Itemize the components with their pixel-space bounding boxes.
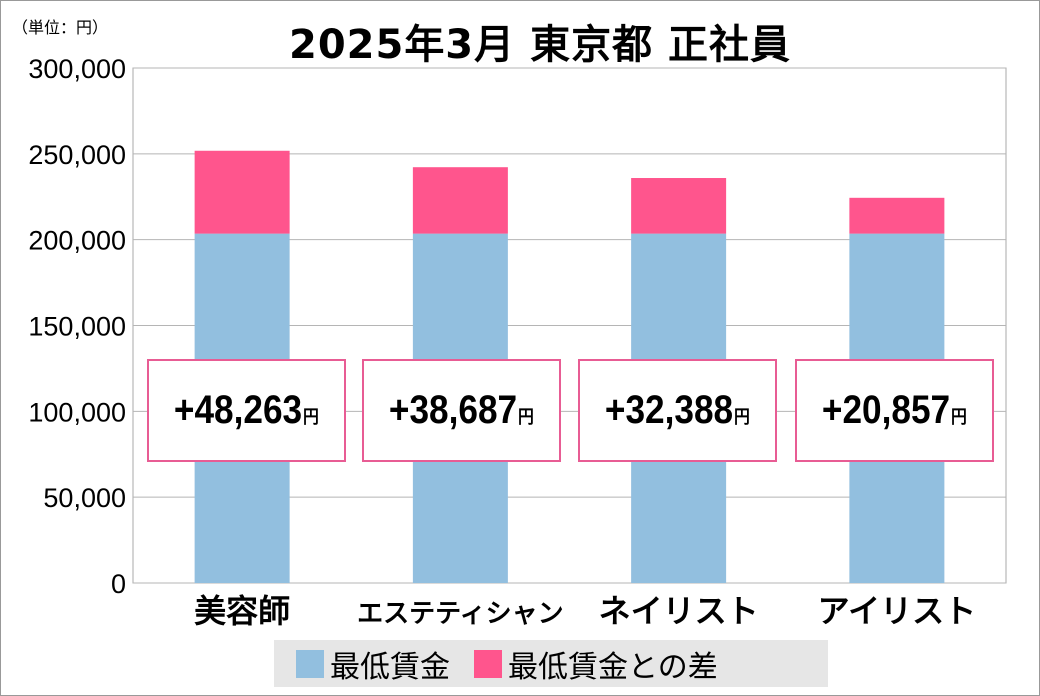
legend-item-min-wage: 最低賃金 <box>296 642 450 686</box>
diff-value: +32,388円 <box>605 388 750 432</box>
y-tick-label: 100,000 <box>28 397 126 427</box>
x-tick-label: エステティシャン <box>357 599 563 629</box>
chart-title: 2025年3月 東京都 正社員 <box>288 22 791 68</box>
y-tick-label: 200,000 <box>28 226 126 256</box>
bar-diff <box>849 197 945 234</box>
diff-value: +38,687円 <box>389 388 534 432</box>
legend-label: 最低賃金との差 <box>508 649 718 685</box>
diff-annotation: +20,857円 <box>795 359 994 462</box>
x-tick-label: ネイリスト <box>599 592 759 630</box>
diff-value: +48,263円 <box>174 388 319 432</box>
legend-label: 最低賃金 <box>330 649 450 685</box>
yen-unit: 円 <box>734 407 750 427</box>
legend-item-diff: 最低賃金との差 <box>474 642 718 686</box>
legend-swatch <box>296 649 324 678</box>
legend-swatch <box>474 649 502 678</box>
bar-diff <box>194 150 290 234</box>
y-tick-label: 50,000 <box>43 483 126 513</box>
legend: 最低賃金 最低賃金との差 <box>274 640 828 687</box>
y-tick-label: 0 <box>111 569 126 599</box>
y-tick-label: 250,000 <box>28 140 126 170</box>
diff-value: +20,857円 <box>822 388 967 432</box>
diff-annotation: +32,388円 <box>578 359 777 462</box>
x-tick-label: アイリスト <box>818 592 976 630</box>
y-tick-label: 300,000 <box>28 54 126 84</box>
y-tick-label: 150,000 <box>28 312 126 342</box>
yen-unit: 円 <box>303 407 319 427</box>
unit-label: （単位：円） <box>12 18 109 37</box>
bar-diff <box>412 167 508 234</box>
bar-diff <box>631 178 727 234</box>
diff-annotation: +48,263円 <box>147 359 346 462</box>
yen-unit: 円 <box>518 407 534 427</box>
diff-annotation: +38,687円 <box>362 359 561 462</box>
x-tick-label: 美容師 <box>194 592 290 630</box>
yen-unit: 円 <box>951 407 967 427</box>
